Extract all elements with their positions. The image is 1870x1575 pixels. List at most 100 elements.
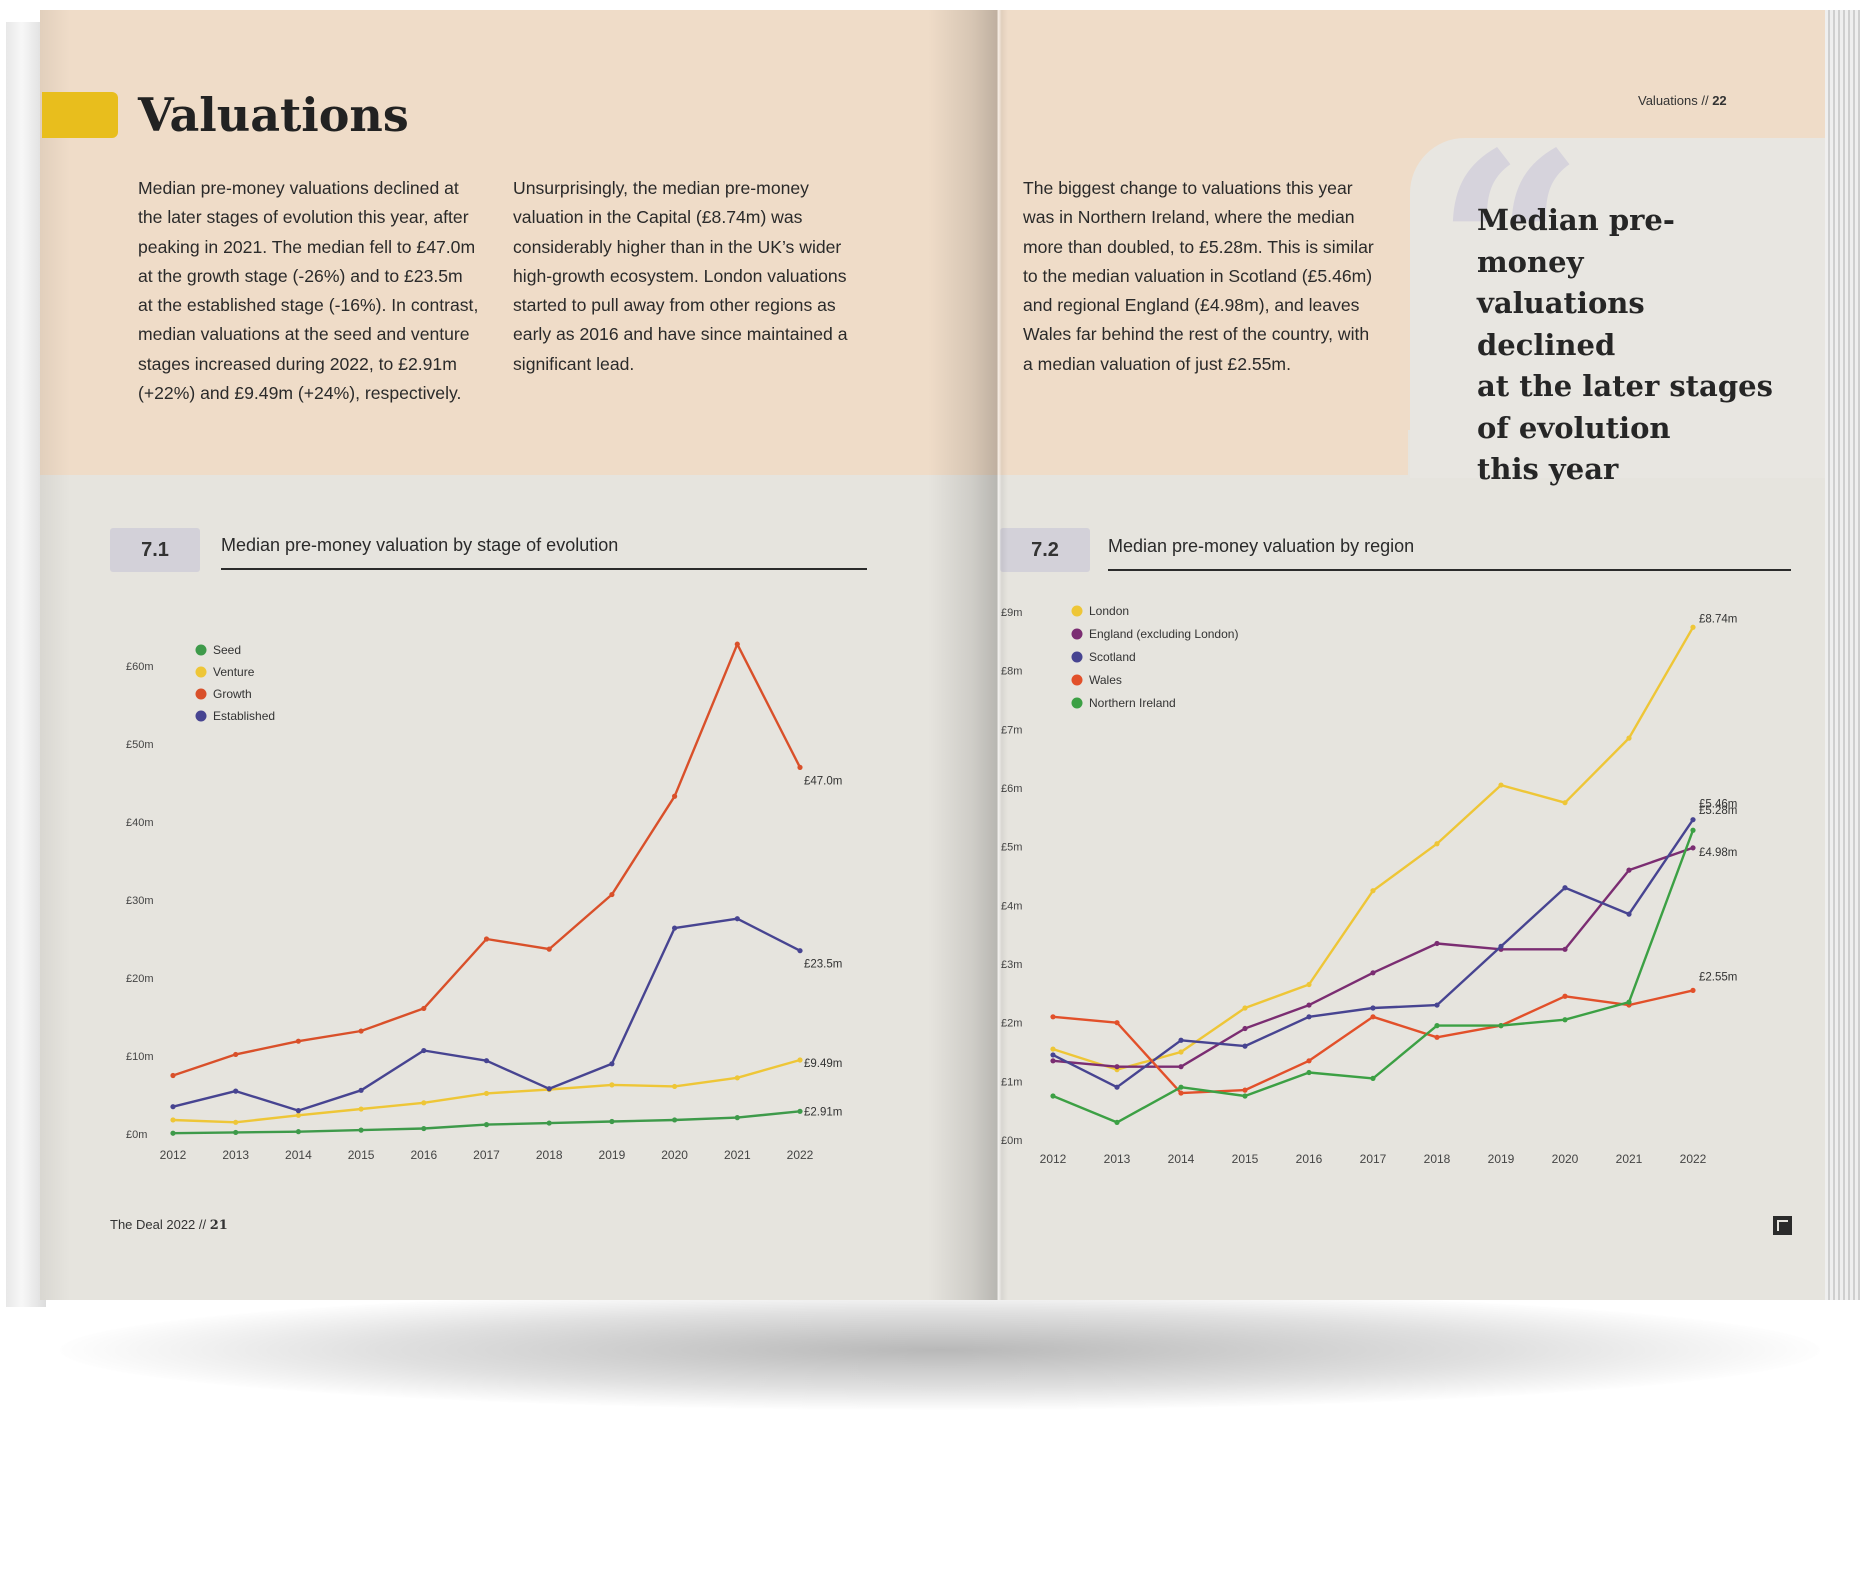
legend-label: Established <box>213 709 275 723</box>
legend-swatch <box>1071 674 1083 686</box>
data-point <box>546 1086 552 1092</box>
data-point <box>233 1119 239 1125</box>
data-point <box>233 1088 239 1094</box>
end-value-label: £47.0m <box>804 775 842 787</box>
x-tick-label: 2020 <box>661 1148 688 1162</box>
data-point <box>1498 782 1504 788</box>
data-point <box>483 1058 490 1064</box>
page-header-right: Valuations // 22 <box>1638 93 1727 108</box>
data-point <box>1242 1005 1248 1011</box>
data-point <box>1370 888 1376 894</box>
x-tick-label: 2021 <box>1616 1152 1643 1166</box>
x-tick-label: 2013 <box>1104 1152 1131 1166</box>
paragraph-line: peaking in 2021. The median fell to £47.… <box>138 236 476 257</box>
series-line-scotland <box>1052 819 1694 1089</box>
data-point <box>421 1125 427 1132</box>
legend-label: Seed <box>213 643 241 657</box>
paragraph-line: Unsurprisingly, the median pre-money <box>513 178 809 198</box>
data-point <box>1242 1093 1248 1099</box>
book-spread: Valuations Median pre-money valuations d… <box>40 10 1825 1300</box>
data-point <box>546 946 552 952</box>
data-point <box>295 1038 301 1044</box>
data-point <box>1050 1046 1056 1052</box>
data-point <box>1242 1043 1248 1049</box>
paragraph-line: to the median valuation in Scotland (£5.… <box>1023 265 1373 286</box>
data-point <box>1562 993 1568 999</box>
paragraph-line: was in Northern Ireland, where the media… <box>1023 207 1355 228</box>
y-tick-label: £10m <box>126 1051 154 1063</box>
page-footer-left: The Deal 2022 // 21 <box>110 1217 228 1233</box>
data-point <box>734 916 740 922</box>
legend-label: Venture <box>213 665 255 679</box>
data-point <box>1370 1075 1376 1081</box>
x-tick-label: 2017 <box>473 1148 500 1162</box>
data-point <box>609 1082 615 1088</box>
data-point <box>1434 1023 1440 1029</box>
data-point <box>295 1108 301 1114</box>
x-tick-label: 2018 <box>536 1148 563 1162</box>
data-point <box>233 1051 239 1058</box>
end-value-label: £8.74m <box>1699 613 1737 625</box>
data-point <box>734 1075 740 1081</box>
data-point <box>170 1104 176 1110</box>
left-paragraph-1: Median pre-money valuations declined at t… <box>138 174 498 408</box>
data-point <box>1690 845 1696 851</box>
data-point <box>797 764 803 771</box>
data-point <box>1050 1014 1056 1020</box>
data-point <box>483 936 490 942</box>
x-tick-label: 2022 <box>787 1148 814 1162</box>
data-point <box>233 1129 239 1136</box>
data-point <box>1370 970 1376 976</box>
page-footer-text: The Deal 2022 // <box>110 1217 210 1232</box>
series-line-london <box>1052 626 1695 1071</box>
pull-quote: Median pre-money valuations declined at th… <box>1477 200 1777 491</box>
paragraph-line: (+22%) and £9.49m (+24%), respectively. <box>138 383 462 404</box>
legend-label: London <box>1089 604 1129 618</box>
data-point <box>672 1117 678 1123</box>
paragraph-line: high-growth ecosystem. London valuations <box>513 265 847 286</box>
figure-number-7-1: 7.1 <box>110 528 200 572</box>
data-point <box>1626 999 1632 1005</box>
data-point <box>1306 1069 1312 1076</box>
data-point <box>609 1118 615 1125</box>
page-shade <box>40 10 70 1300</box>
page-number-right: 22 <box>1712 93 1727 108</box>
book-gutter <box>928 10 1008 1300</box>
x-tick-label: 2021 <box>724 1148 751 1162</box>
paragraph-line: Median pre-money valuations declined at <box>138 178 459 198</box>
end-value-label: £9.49m <box>804 1058 842 1070</box>
paragraph-line: a median valuation of just £2.55m. <box>1023 353 1291 374</box>
data-point <box>1178 1090 1184 1096</box>
data-point <box>170 1130 176 1136</box>
data-point <box>1306 1058 1312 1064</box>
data-point <box>1306 981 1312 988</box>
pull-quote-line: Median pre-money <box>1477 203 1675 279</box>
data-point <box>1178 1084 1184 1090</box>
x-tick-label: 2012 <box>1040 1152 1067 1166</box>
data-point <box>421 1047 427 1054</box>
data-point <box>1370 1014 1376 1020</box>
paragraph-line: and regional England (£4.98m), and leave… <box>1023 295 1360 316</box>
legend-swatch <box>195 666 207 678</box>
data-point <box>1690 987 1696 994</box>
data-point <box>358 1127 364 1133</box>
page-edges-right <box>1818 10 1860 1300</box>
data-point <box>672 793 678 799</box>
data-point <box>797 1108 803 1114</box>
data-point <box>609 1061 615 1067</box>
paragraph-line: stages increased during 2022, to £2.91m <box>138 353 457 374</box>
page-title: Valuations <box>138 88 409 142</box>
legend-swatch <box>1071 651 1083 663</box>
y-tick-label: £40m <box>126 817 154 829</box>
data-point <box>1242 1087 1248 1093</box>
data-point <box>1050 1058 1056 1064</box>
y-tick-label: £50m <box>126 739 154 751</box>
y-tick-label: £0m <box>126 1129 147 1141</box>
figure-title-7-2: Median pre-money valuation by region <box>1108 536 1415 556</box>
data-point <box>421 1005 427 1012</box>
paragraph-line: at the growth stage (-26%) and to £23.5m <box>138 265 463 286</box>
x-tick-label: 2022 <box>1680 1152 1707 1166</box>
legend-swatch <box>195 644 207 656</box>
data-point <box>295 1129 301 1135</box>
data-point <box>797 1057 803 1063</box>
